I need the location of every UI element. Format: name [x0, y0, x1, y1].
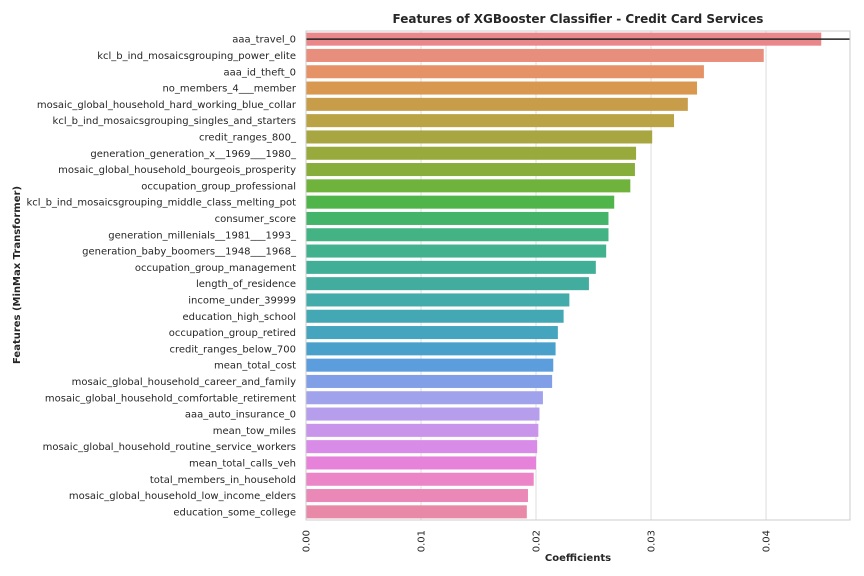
bar — [306, 342, 556, 356]
y-tick-label: credit_ranges_below_700 — [169, 344, 296, 355]
y-tick-label: mosaic_global_household_career_and_famil… — [72, 377, 296, 388]
bar — [306, 277, 589, 291]
bar — [306, 440, 538, 454]
y-tick-labels: aaa_travel_0 kcl_b_ind_mosaicsgrouping_po… — [27, 35, 297, 519]
x-tick-label: 0.03 — [647, 530, 658, 552]
bar — [306, 358, 554, 372]
y-tick-label: mosaic_global_household_bourgeois_prospe… — [58, 165, 296, 176]
bar — [306, 407, 540, 421]
y-tick-label: education_high_school — [183, 312, 296, 323]
y-tick-label: consumer_score — [215, 214, 296, 225]
y-tick-label: mosaic_global_household_low_income_elder… — [69, 491, 296, 502]
y-tick-label: mean_tow_miles — [213, 426, 296, 437]
bar — [306, 130, 653, 144]
bar — [306, 423, 539, 437]
bar — [306, 244, 607, 258]
y-tick-label: kcl_b_ind_mosaicsgrouping_power_elite — [97, 51, 296, 62]
y-axis-label: Features (MinMax Transformer) — [12, 186, 23, 364]
y-tick-label: income_under_39999 — [188, 295, 296, 306]
y-tick-label: mosaic_global_household_comfortable_reti… — [45, 393, 296, 404]
chart-title: Features of XGBooster Classifier - Credi… — [393, 12, 764, 26]
bar — [306, 260, 596, 274]
bar — [306, 309, 564, 323]
y-tick-label: length_of_residence — [196, 279, 296, 290]
x-tick-labels: 0.00 0.01 0.02 0.03 0.04 — [302, 530, 773, 552]
y-tick-label: no_members_4___member — [162, 84, 296, 95]
y-tick-label: mosaic_global_household_hard_working_blu… — [37, 100, 297, 111]
bar — [306, 195, 615, 209]
y-tick-label: aaa_auto_insurance_0 — [185, 410, 296, 421]
bar — [306, 472, 534, 486]
y-tick-label: mean_total_calls_veh — [189, 458, 296, 469]
y-tick-label: credit_ranges_800_ — [199, 132, 297, 143]
y-tick-label: occupation_group_management — [135, 263, 296, 274]
bar — [306, 293, 570, 307]
y-tick-label: generation_baby_boomers__1948___1968_ — [82, 247, 297, 258]
bars — [306, 32, 822, 519]
y-tick-label: aaa_id_theft_0 — [223, 67, 296, 78]
bar — [306, 211, 609, 225]
y-tick-label: total_members_in_household — [150, 475, 296, 486]
x-tick-label: 0.04 — [762, 530, 773, 552]
bar — [306, 326, 558, 340]
bar — [306, 228, 609, 242]
bar — [306, 456, 537, 470]
y-tick-label: kcl_b_ind_mosaicsgrouping_middle_class_m… — [27, 198, 297, 209]
x-axis-label: Coefficients — [545, 553, 611, 564]
y-tick-label: education_some_college — [173, 507, 296, 518]
x-tick-label: 0.01 — [417, 530, 428, 552]
y-tick-label: generation_generation_x__1969___1980_ — [90, 149, 297, 160]
bar — [306, 146, 637, 160]
bar — [306, 391, 543, 405]
y-tick-label: occupation_group_professional — [141, 181, 296, 192]
bar — [306, 81, 698, 95]
x-tick-label: 0.02 — [532, 530, 543, 552]
y-tick-label: generation_millenials__1981___1993_ — [108, 230, 297, 241]
bar — [306, 114, 675, 128]
y-tick-label: kcl_b_ind_mosaicsgrouping_singles_and_st… — [53, 116, 296, 127]
y-tick-label: mean_total_cost — [214, 361, 296, 372]
bar — [306, 48, 764, 62]
bar — [306, 65, 704, 79]
y-tick-label: aaa_travel_0 — [232, 35, 296, 46]
x-tick-label: 0.00 — [302, 530, 313, 552]
y-tick-label: occupation_group_retired — [169, 328, 296, 339]
bar — [306, 374, 553, 388]
bar — [306, 489, 528, 503]
bar — [306, 179, 631, 193]
bar — [306, 97, 688, 111]
plot-frame — [305, 30, 851, 521]
bar — [306, 163, 635, 177]
y-tick-label: mosaic_global_household_routine_service_… — [43, 442, 296, 453]
bar — [306, 505, 527, 519]
